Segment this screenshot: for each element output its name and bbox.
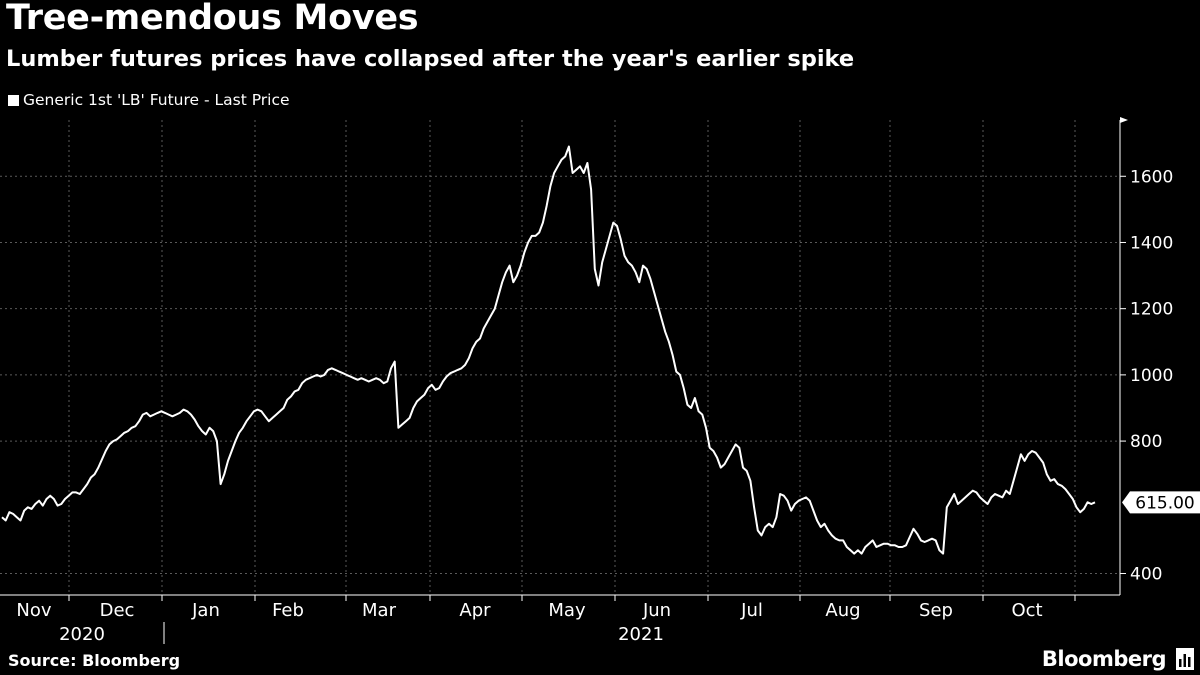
grid-layer xyxy=(0,120,1120,595)
x-tick-label: Mar xyxy=(362,600,397,621)
year-label: 2020 xyxy=(59,624,105,645)
y-tick-label: 1200 xyxy=(1130,300,1173,320)
y-tick-label: 400 xyxy=(1130,564,1162,584)
x-tick-label: Nov xyxy=(16,600,51,621)
x-tick-label: Apr xyxy=(459,600,491,621)
y-tick-label: 800 xyxy=(1130,432,1162,452)
series-line xyxy=(1,145,1096,555)
x-tick-label: Sep xyxy=(919,600,953,621)
x-tick-label: May xyxy=(548,600,586,621)
x-tick-label: Jan xyxy=(191,600,220,621)
chart-title: Tree-mendous Moves xyxy=(6,0,419,38)
x-tick-label: Jul xyxy=(740,600,763,621)
chart-subtitle: Lumber futures prices have collapsed aft… xyxy=(6,46,855,72)
label-layer: 400 800 1000 1200 1400 1600 Nov Dec Jan Feb Mar Apr… xyxy=(16,167,1200,645)
x-tick-label: Feb xyxy=(272,600,304,621)
last-value-label: 615.00 xyxy=(1135,493,1194,513)
last-value-callout: 615.00 xyxy=(1122,491,1200,514)
x-tick-label: Dec xyxy=(100,600,135,621)
legend: Generic 1st 'LB' Future - Last Price xyxy=(8,91,290,109)
legend-swatch xyxy=(8,94,19,106)
x-tick-label: Aug xyxy=(825,600,860,621)
x-tick-label: Oct xyxy=(1011,600,1042,621)
legend-label: Generic 1st 'LB' Future - Last Price xyxy=(23,91,290,109)
year-label: 2021 xyxy=(618,624,664,645)
bloomberg-terminal-icon xyxy=(1176,648,1194,670)
axis-layer xyxy=(0,117,1128,644)
bloomberg-logo: Bloomberg xyxy=(1041,647,1167,671)
y-tick-label: 1000 xyxy=(1130,366,1173,386)
y-tick-label: 1600 xyxy=(1130,167,1173,187)
y-axis-arrow xyxy=(1120,117,1128,123)
y-tick-label: 1400 xyxy=(1130,233,1173,253)
last-value-box xyxy=(1122,491,1200,514)
x-tick-label: Jun xyxy=(642,600,671,621)
source-note: Source: Bloomberg xyxy=(8,651,181,670)
series-layer xyxy=(1,145,1096,555)
